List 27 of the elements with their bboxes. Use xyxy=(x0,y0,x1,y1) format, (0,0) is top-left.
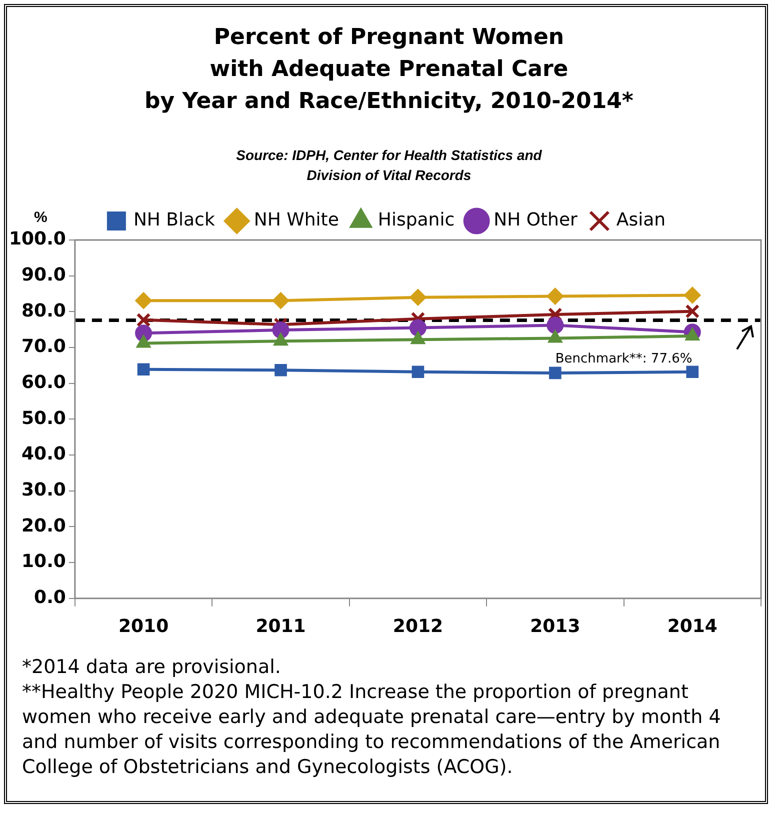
y-tick-label: 70.0 xyxy=(22,336,66,358)
y-tick-label: 10.0 xyxy=(22,551,66,572)
x-tick-label: 2014 xyxy=(667,616,718,637)
x-tick-label: 2012 xyxy=(392,616,444,637)
y-tick-label: 50.0 xyxy=(22,408,66,429)
ref-line-label: Benchmark**: 77.6% xyxy=(555,352,692,367)
legend-label: Asian xyxy=(616,210,666,231)
y-tick-label: 60.0 xyxy=(22,372,66,394)
y-tick-label: 30.0 xyxy=(22,480,66,501)
x-tick-label: 2011 xyxy=(256,616,306,637)
y-tick-label: 40.0 xyxy=(22,444,66,465)
legend-label: NH Other xyxy=(494,210,578,231)
y-tick-label: 100.0 xyxy=(9,228,66,250)
text: *2014 data are provisional. xyxy=(22,655,282,680)
y-tick-label: 20.0 xyxy=(22,515,66,536)
x-tick-label: 2013 xyxy=(530,616,580,637)
chart-subtitle: Source: IDPH, Center for Health Statistics and Division of Vital Records xyxy=(235,146,543,185)
y-tick-label: 80.0 xyxy=(22,300,66,322)
y-tick-label: 90.0 xyxy=(22,264,66,286)
legend-label: NH Black xyxy=(133,210,216,231)
y-tick-label: 0.0 xyxy=(34,587,66,608)
chart-title: Percent of Pregnant Women with Adequate Prenatal Care by Year and Race/Ethnicity, 2010-2014* xyxy=(144,24,634,116)
legend-label: NH White xyxy=(254,210,339,231)
y-axis-title: % xyxy=(34,209,48,226)
text: **Healthy People 2020 MICH-10.2 Increase the proportion of pregnant women who receive early and adequate prenatal care—entry by month 4 and number of visits corresponding to recommendations of the American College of Obstetricians and Gynecologists (ACOG). xyxy=(22,680,722,780)
x-tick-label: 2010 xyxy=(118,616,169,637)
legend-label: Hispanic xyxy=(378,210,455,231)
